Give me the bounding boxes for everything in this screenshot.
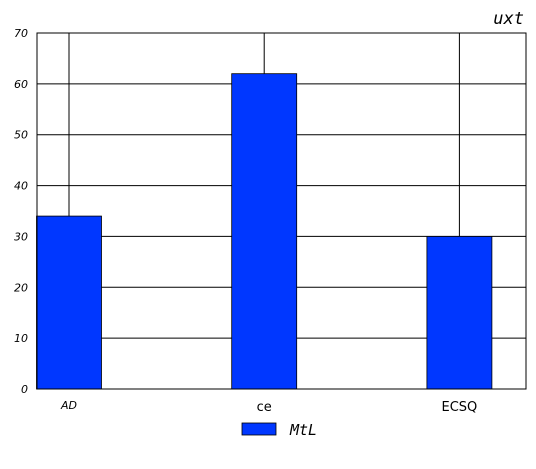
y-tick-label: 40 xyxy=(14,180,28,193)
bar-ce xyxy=(231,73,298,390)
bar-ecsq xyxy=(426,236,493,390)
y-axis-ticks: 0 10 20 30 40 50 60 70 xyxy=(14,27,28,396)
legend-label: MtL xyxy=(289,421,317,439)
x-tick-label: ce xyxy=(257,400,272,415)
y-tick-label: 70 xyxy=(14,27,28,40)
x-tick-label: ECSQ xyxy=(442,400,478,415)
y-tick-label: 10 xyxy=(14,332,28,345)
y-tick-label: 0 xyxy=(21,383,28,396)
bar-ad xyxy=(36,215,102,390)
bars xyxy=(36,73,493,390)
plot-frame xyxy=(36,32,527,390)
chart-title: uxt xyxy=(493,9,524,29)
x-tick-label: AD xyxy=(60,399,77,412)
legend: MtL xyxy=(241,421,317,439)
y-tick-label: 20 xyxy=(14,281,28,294)
y-tick-label: 50 xyxy=(14,129,28,142)
x-axis-ticks: AD ce ECSQ xyxy=(60,399,477,415)
y-tick-label: 30 xyxy=(14,230,28,243)
legend-swatch xyxy=(241,422,277,436)
y-tick-label: 60 xyxy=(14,78,28,91)
